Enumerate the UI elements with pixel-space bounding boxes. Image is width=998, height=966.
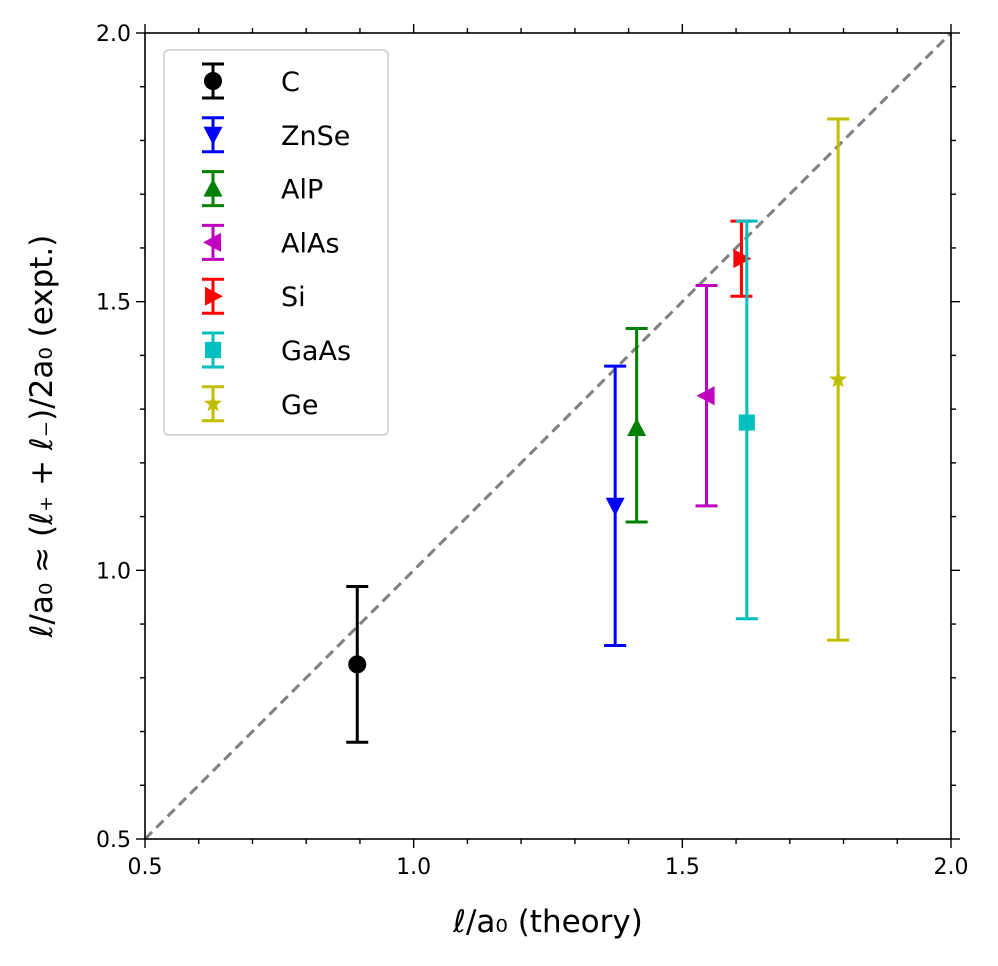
legend-label: AlAs: [281, 228, 340, 259]
legend-marker: [204, 286, 223, 306]
y-axis-label: ℓ/a₀ ≈ (ℓ₊ + ℓ₋)/2a₀ (expt.): [24, 235, 60, 639]
plot-area: [143, 31, 953, 841]
x-axis-label: ℓ/a₀ (theory): [452, 904, 643, 940]
point-znse: [605, 497, 625, 516]
reference-line-y-equals-x: [143, 31, 953, 841]
x-tick-label: 0.5: [128, 855, 163, 880]
legend-marker: [203, 394, 223, 412]
legend-label: C: [281, 67, 300, 98]
legend-label: GaAs: [281, 336, 351, 367]
legend-marker: [203, 232, 222, 252]
point-alp: [627, 417, 647, 437]
data-layer: [346, 117, 850, 744]
legend-entry-alas: AlAs: [202, 223, 340, 261]
series-gaas: [735, 219, 758, 621]
legend: C ZnSe AlP AlAs Si GaAs Ge: [163, 49, 389, 436]
point-c: [348, 655, 367, 674]
legend-marker: [203, 126, 223, 145]
legend-entry-alp: AlP: [202, 170, 323, 208]
y-tick-label: 0.5: [96, 828, 131, 853]
y-tick-label: 1.5: [96, 291, 131, 316]
x-tick-label: 2.0: [934, 855, 969, 880]
legend-label: Ge: [281, 390, 319, 421]
axes-frame: [144, 32, 952, 840]
legend-entry-si: Si: [202, 277, 306, 315]
point-ge: [829, 370, 848, 388]
legend-label: ZnSe: [281, 121, 350, 152]
y-tick-label: 2.0: [96, 22, 131, 47]
series-ge: [827, 117, 850, 642]
legend-entry-znse: ZnSe: [202, 116, 350, 154]
series-alas: [695, 284, 718, 508]
legend-entry-ge: Ge: [202, 385, 319, 423]
legend-entry-c: C: [202, 62, 300, 100]
major-ticks: 0.5 1.0 1.5 2.0 0.5 1.0 1.5 2.0: [96, 22, 969, 880]
legend-entry-gaas: GaAs: [202, 331, 351, 369]
legend-label: AlP: [281, 175, 323, 206]
point-gaas: [738, 414, 755, 431]
series-znse: [604, 364, 627, 648]
x-tick-label: 1.5: [665, 855, 700, 880]
legend-label: Si: [281, 282, 306, 313]
point-alas: [696, 386, 715, 406]
legend-marker: [204, 341, 222, 359]
minor-ticks: [140, 28, 956, 844]
legend-box: [163, 49, 389, 436]
series-c: [346, 584, 369, 744]
y-tick-label: 1.0: [96, 559, 131, 584]
legend-marker: [203, 178, 223, 197]
point-si: [733, 249, 752, 269]
series-alp: [625, 327, 648, 524]
x-tick-label: 1.0: [396, 855, 431, 880]
legend-marker: [203, 71, 223, 91]
